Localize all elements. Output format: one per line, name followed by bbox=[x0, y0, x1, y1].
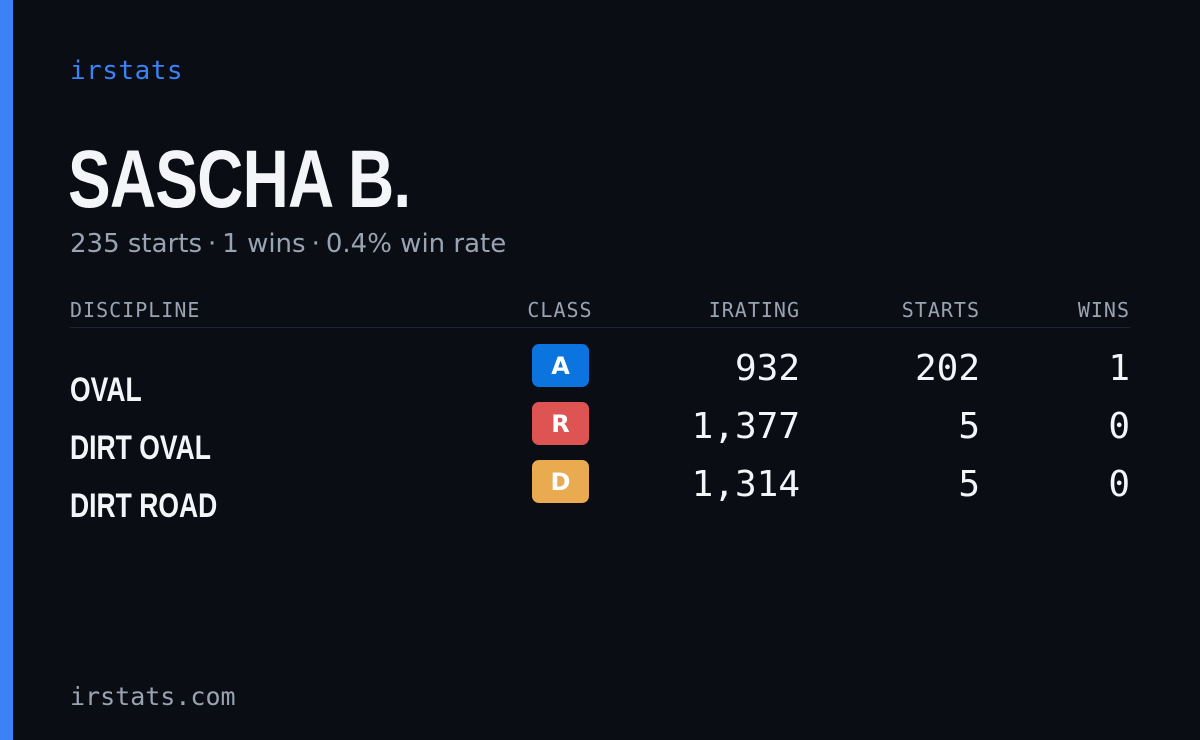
starts-value: 5 bbox=[958, 406, 980, 447]
irating-value: 1,377 bbox=[691, 406, 800, 447]
discipline-name: DIRT OVAL bbox=[70, 429, 211, 467]
header-class-label: CLASS bbox=[527, 298, 593, 322]
irating-value: 1,314 bbox=[691, 464, 800, 505]
starts-value: 202 bbox=[914, 348, 980, 389]
discipline-name: DIRT ROAD bbox=[70, 487, 218, 525]
table-row: DIRT ROAD D 1,314 5 0 bbox=[70, 460, 1130, 525]
discipline-table: DISCIPLINE CLASS IRATING STARTS WINS OVA… bbox=[70, 298, 1130, 525]
wins-value: 1 bbox=[1108, 348, 1130, 389]
class-badge: A bbox=[532, 344, 589, 387]
summary-win-rate: 0.4% win rate bbox=[325, 229, 507, 259]
class-badge: D bbox=[532, 460, 589, 503]
table-header: DISCIPLINE CLASS IRATING STARTS WINS bbox=[70, 298, 1130, 328]
summary-separator: · bbox=[208, 229, 217, 259]
wins-value: 0 bbox=[1108, 464, 1130, 505]
irating-value: 932 bbox=[734, 348, 800, 389]
driver-summary: 235 starts · 1 wins · 0.4% win rate bbox=[70, 229, 506, 259]
wins-value: 0 bbox=[1108, 406, 1130, 447]
driver-name: SASCHA B. bbox=[68, 134, 411, 225]
header-discipline: DISCIPLINE bbox=[70, 298, 201, 322]
header-starts: STARTS bbox=[901, 298, 980, 322]
header-wins: WINS bbox=[1077, 298, 1130, 322]
accent-bar bbox=[0, 0, 13, 740]
summary-separator: · bbox=[311, 229, 320, 259]
class-badge: R bbox=[532, 402, 589, 445]
brand-logo: irstats bbox=[70, 56, 184, 86]
footer-url: irstats.com bbox=[70, 682, 236, 711]
discipline-name: OVAL bbox=[70, 371, 142, 409]
table-row: OVAL A 932 202 1 bbox=[70, 344, 1130, 409]
starts-value: 5 bbox=[958, 464, 980, 505]
table-row: DIRT OVAL R 1,377 5 0 bbox=[70, 402, 1130, 467]
summary-starts: 235 starts bbox=[70, 229, 202, 259]
table-body: OVAL A 932 202 1 DIRT OVAL R 1,377 5 0 D… bbox=[70, 344, 1130, 525]
header-irating: IRATING bbox=[708, 298, 800, 322]
summary-wins: 1 wins bbox=[222, 229, 306, 259]
